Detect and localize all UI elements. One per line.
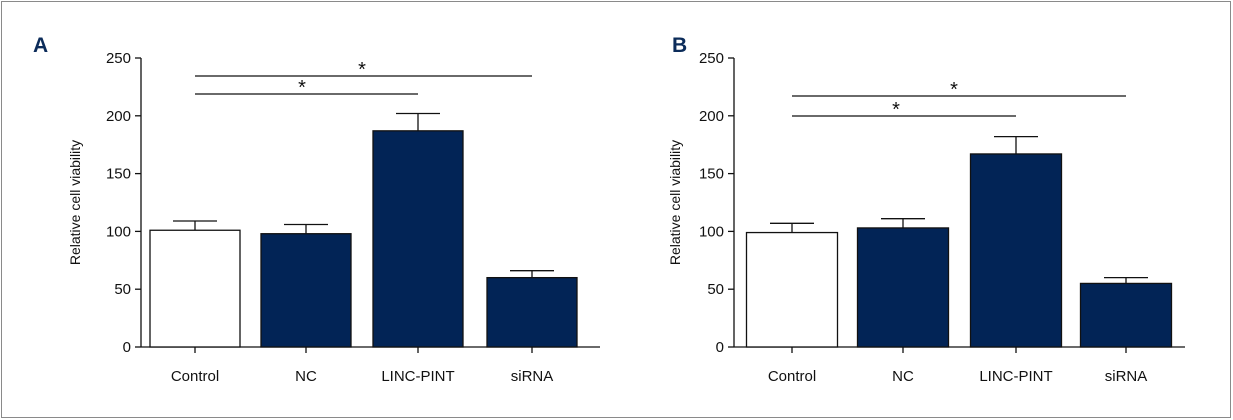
significance-star: * bbox=[358, 59, 366, 81]
x-tick-label-nc: NC bbox=[295, 368, 317, 385]
bar-nc bbox=[260, 233, 352, 348]
bar-control bbox=[745, 231, 839, 348]
panel-letter: B bbox=[672, 34, 687, 57]
panel-b: B 0 50 100 150 200 250 Relative cell viability C… bbox=[667, 34, 1185, 385]
x-tick-label-sirna: siRNA bbox=[1105, 368, 1148, 385]
y-tick-label: 250 bbox=[699, 50, 724, 67]
y-tick-label: 150 bbox=[106, 166, 131, 183]
x-tick-label-control: Control bbox=[171, 368, 219, 385]
bar-sirna bbox=[1079, 282, 1173, 348]
significance-star: * bbox=[892, 99, 900, 121]
x-tick-label-control: Control bbox=[768, 368, 816, 385]
x-tick-label-linc-pint: LINC-PINT bbox=[979, 368, 1052, 385]
panel-letter: A bbox=[33, 34, 48, 57]
y-tick-label: 100 bbox=[106, 223, 131, 240]
y-tick-label: 0 bbox=[716, 339, 724, 356]
y-tick-label: 250 bbox=[106, 50, 131, 67]
significance-star: * bbox=[298, 77, 306, 99]
y-tick-label: 200 bbox=[699, 108, 724, 125]
x-tick-label-sirna: siRNA bbox=[511, 368, 554, 385]
x-tick-label-linc-pint: LINC-PINT bbox=[381, 368, 454, 385]
y-tick-label: 100 bbox=[699, 223, 724, 240]
bar-linc-pint bbox=[969, 153, 1063, 348]
panel-a: A 0 50 100 150 200 250 Relative cell viability C… bbox=[33, 34, 600, 385]
significance-star: * bbox=[950, 79, 958, 101]
y-tick-label: 0 bbox=[123, 339, 131, 356]
y-tick-label: 200 bbox=[106, 108, 131, 125]
y-axis-label: Relative cell viability bbox=[67, 140, 83, 265]
bar-linc-pint bbox=[372, 130, 464, 348]
bar-nc bbox=[856, 227, 950, 348]
y-tick-label: 50 bbox=[114, 281, 131, 298]
y-tick-label: 50 bbox=[707, 281, 724, 298]
x-tick-label-nc: NC bbox=[892, 368, 914, 385]
y-tick-label: 150 bbox=[699, 166, 724, 183]
bar-control bbox=[149, 229, 241, 348]
bar-sirna bbox=[486, 276, 578, 348]
y-axis-label: Relative cell viability bbox=[667, 140, 683, 265]
